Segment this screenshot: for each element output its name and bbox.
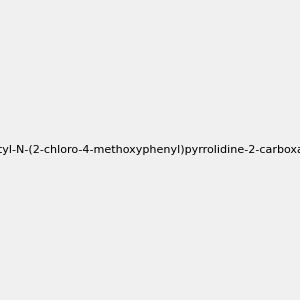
Text: 1-acetyl-N-(2-chloro-4-methoxyphenyl)pyrrolidine-2-carboxamide: 1-acetyl-N-(2-chloro-4-methoxyphenyl)pyr… bbox=[0, 145, 300, 155]
